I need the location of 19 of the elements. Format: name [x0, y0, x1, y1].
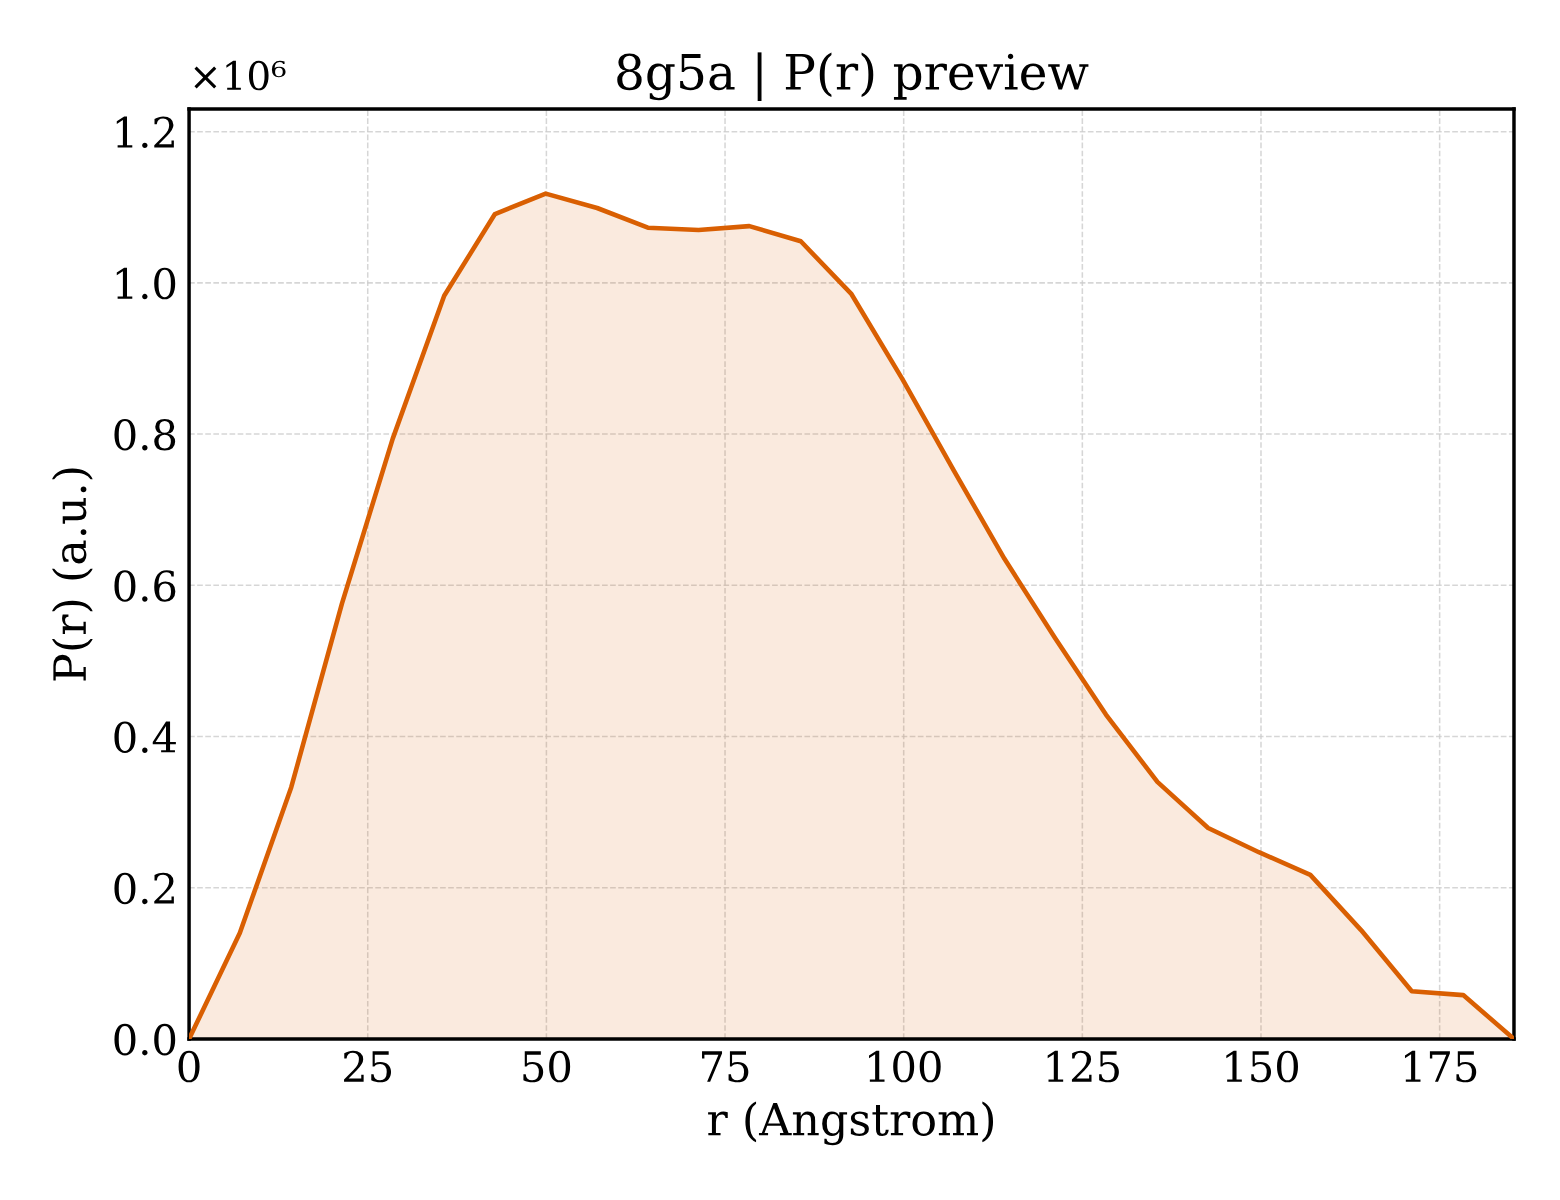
y-tick-label: 0.0: [114, 1023, 176, 1056]
x-tick-label: 150: [1226, 1050, 1298, 1083]
text: ×10⁶: [194, 60, 286, 91]
y-axis-title: P(r) (a.u.): [52, 468, 93, 681]
x-tick-label: 100: [869, 1050, 941, 1083]
x-axis-title: r (Angstrom): [708, 1101, 994, 1146]
y-tick-label: 0.8: [114, 418, 176, 451]
y-tick-label: 0.4: [114, 721, 176, 753]
x-tick-label: 0: [178, 1050, 200, 1083]
y-tick-label: 0.6: [114, 570, 176, 602]
y-tick-label: 1.0: [116, 267, 176, 300]
y-tick-label: 1.2: [116, 116, 174, 149]
x-tick-label: 25: [344, 1050, 392, 1083]
x-tick-label: 75: [702, 1051, 749, 1083]
y-tick-label: 0.2: [114, 872, 174, 905]
x-tick-label: 50: [523, 1050, 571, 1083]
chart-title: 8g5a | P(r) preview: [617, 52, 1089, 101]
x-tick-label: 175: [1404, 1050, 1477, 1083]
x-tick-label: 125: [1047, 1050, 1119, 1083]
